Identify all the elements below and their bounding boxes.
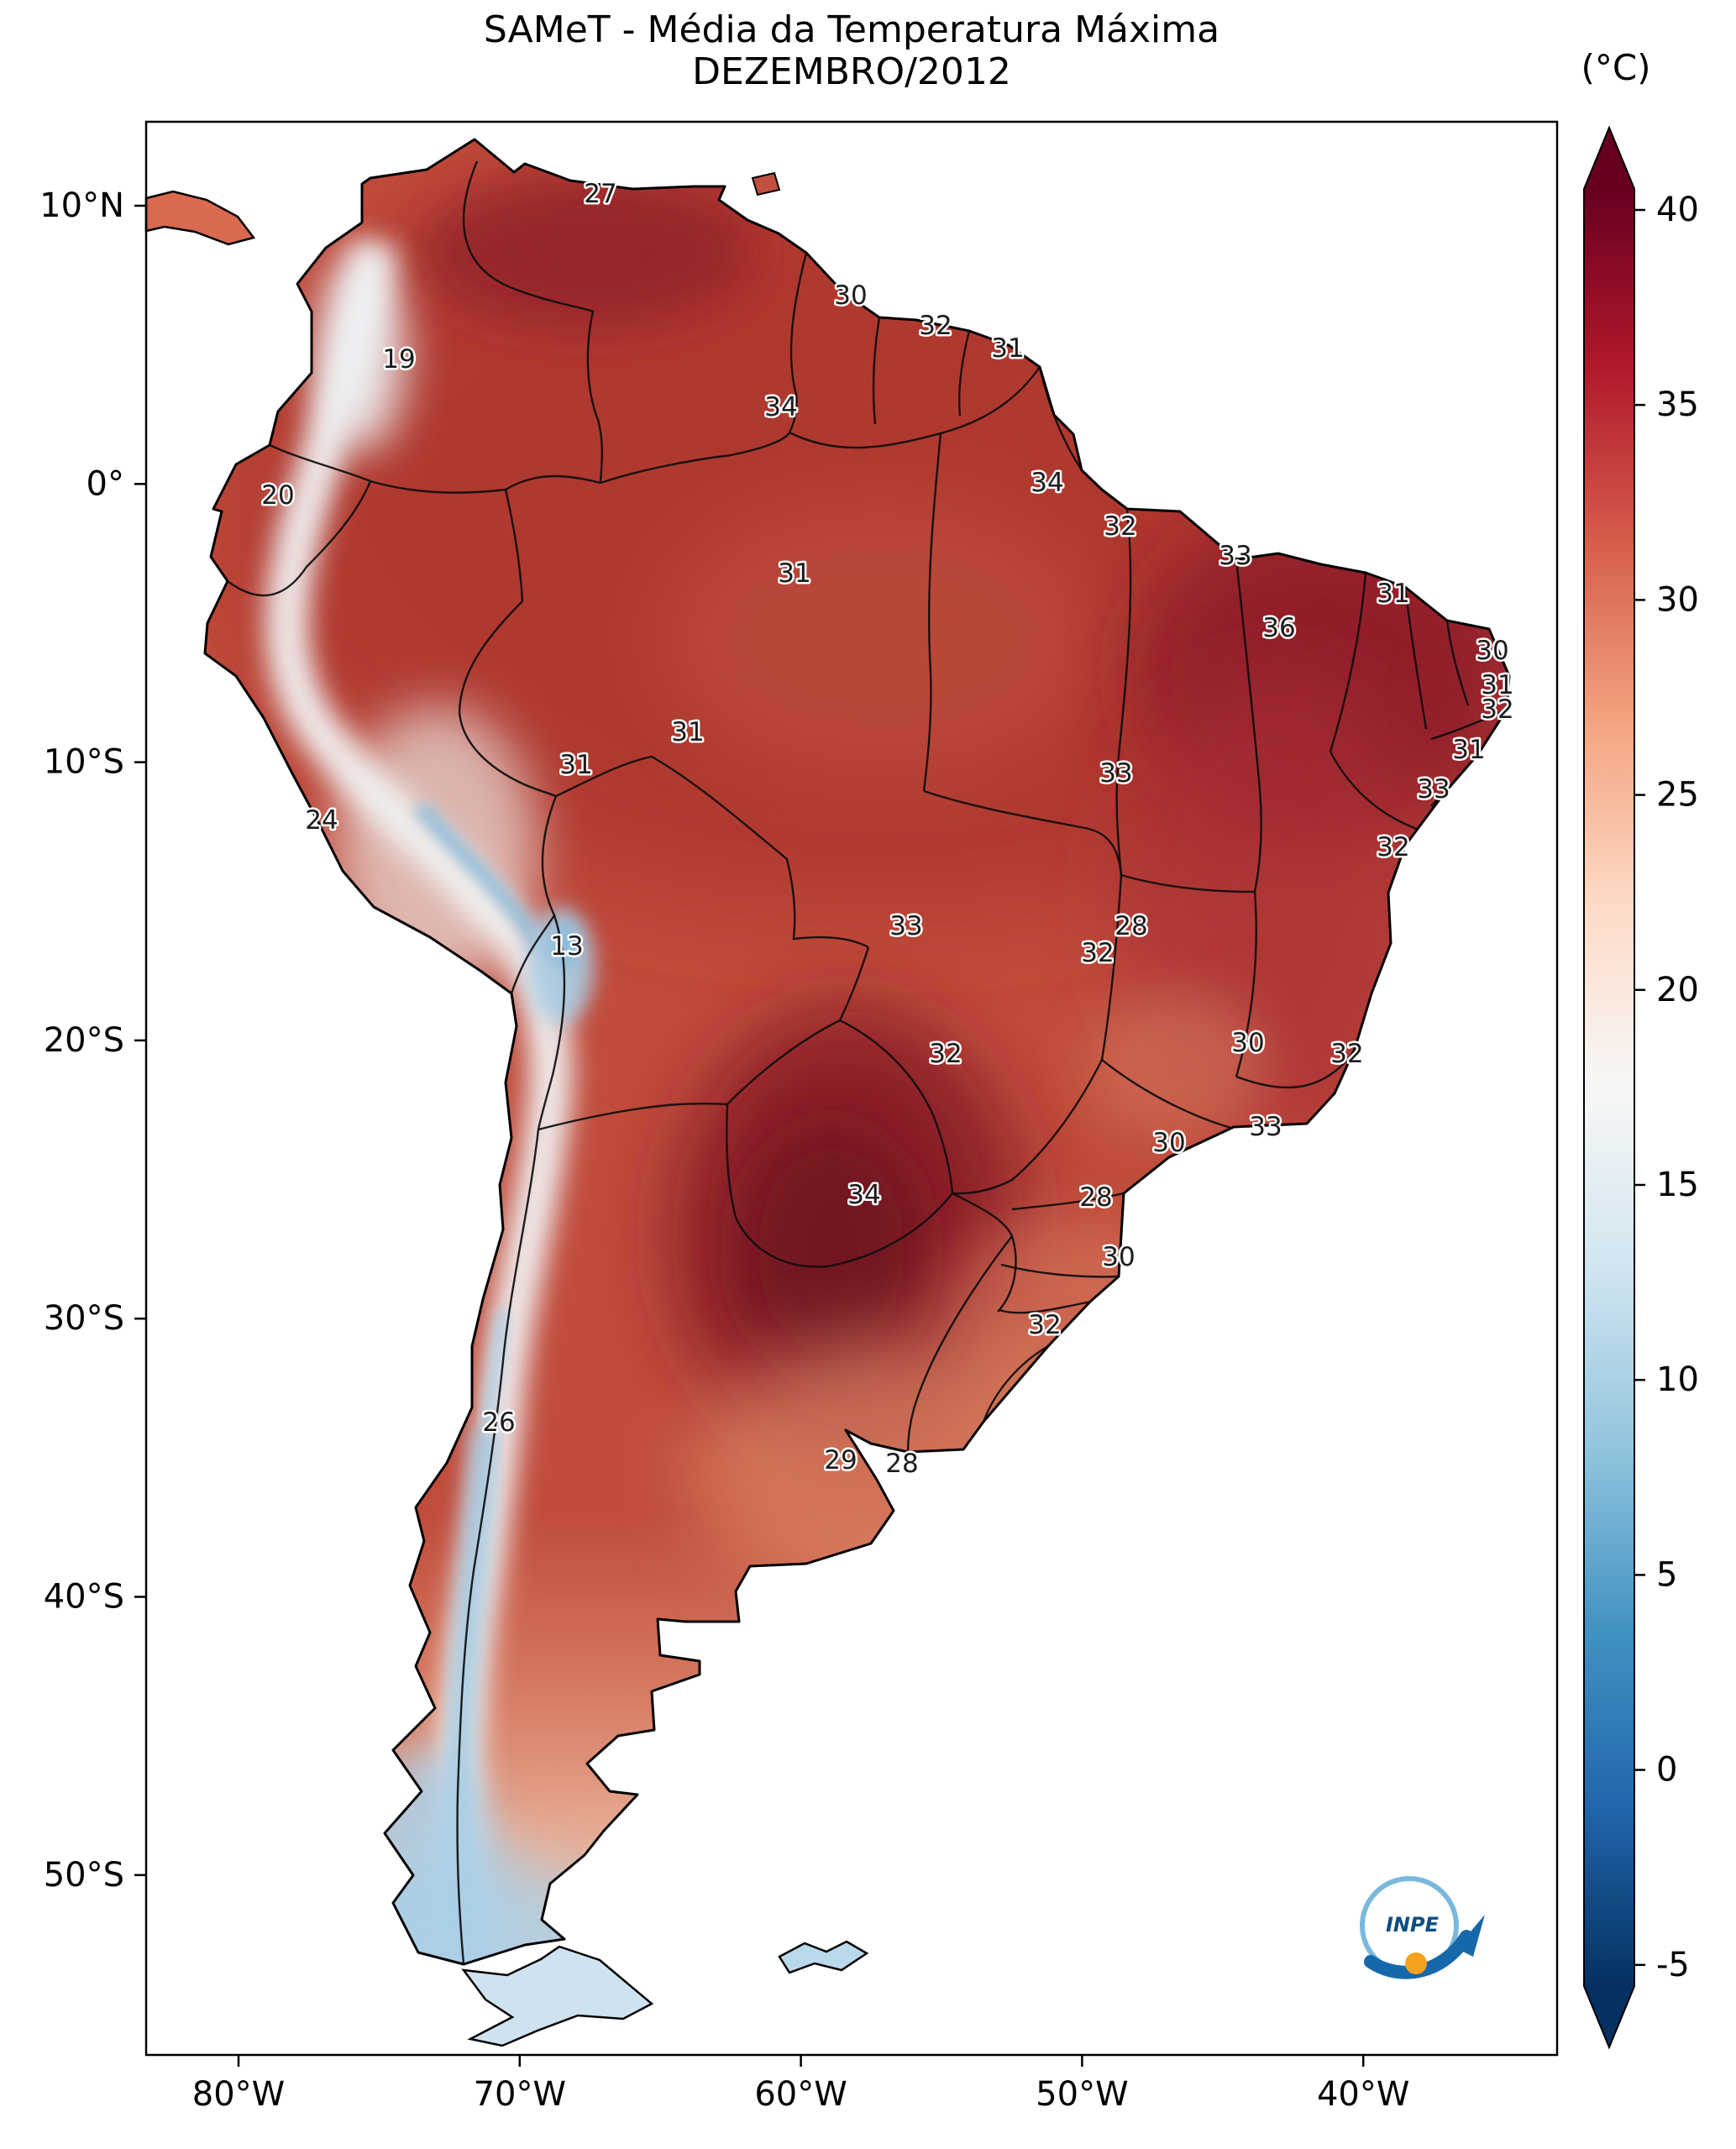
longitude-axis: 80°W 70°W 60°W 50°W 40°W — [192, 2055, 1409, 2114]
temperature-label: 29 — [824, 1445, 857, 1475]
central-america-strip — [144, 190, 256, 246]
temperature-label: 32 — [1104, 511, 1136, 542]
chart-subtitle: DEZEMBRO/2012 — [692, 50, 1011, 93]
temperature-label: 32 — [1081, 938, 1114, 968]
latitude-tick-label: 50°S — [44, 1856, 124, 1895]
longitude-tick-label: 80°W — [192, 2075, 285, 2114]
colorbar-tick-label: 0 — [1656, 1751, 1677, 1790]
temperature-label: 32 — [929, 1039, 962, 1069]
temperature-label: 28 — [885, 1449, 918, 1479]
colorbar-tick-label: 10 — [1656, 1360, 1699, 1399]
latitude-tick-label: 10°N — [39, 186, 124, 225]
latitude-tick-label: 40°S — [44, 1578, 124, 1617]
falkland-islands — [778, 1940, 869, 1974]
temperature-label: 27 — [584, 179, 616, 209]
temperature-label: 32 — [1377, 832, 1409, 862]
temperature-label: 30 — [1102, 1242, 1135, 1272]
temperature-label: 31 — [1377, 579, 1409, 609]
coastline — [203, 138, 1511, 1966]
latitude-tick-label: 30°S — [44, 1299, 124, 1338]
inpe-logo-arrowhead — [1456, 1915, 1485, 1957]
temperature-label: 36 — [1262, 613, 1295, 643]
trinidad-island — [751, 171, 781, 197]
temperature-label: 31 — [1481, 670, 1513, 700]
colorbar-tick-label: 5 — [1656, 1555, 1677, 1594]
inpe-logo-orange-dot — [1405, 1952, 1427, 1974]
colorbar-unit: (°C) — [1581, 47, 1650, 88]
latitude-tick-label: 0° — [87, 464, 124, 503]
longitude-tick-label: 40°W — [1317, 2075, 1409, 2114]
colorbar-outline — [1583, 125, 1635, 2050]
latitude-axis: 10°N 0° 10°S 20°S 30°S 40°S 50°S — [39, 186, 146, 1895]
temperature-label: 30 — [1476, 636, 1508, 666]
colorbar-ticks: 40 35 30 25 20 15 10 5 0 -5 — [1634, 191, 1699, 1984]
colorbar-tick-label: -5 — [1656, 1946, 1690, 1984]
temperature-label: 34 — [847, 1180, 880, 1210]
temperature-label: 13 — [550, 931, 583, 962]
temperature-label: 33 — [1099, 758, 1132, 789]
temperature-label: 33 — [1219, 541, 1251, 571]
temperature-label: 34 — [764, 392, 797, 422]
temperature-label: 34 — [1031, 468, 1063, 498]
colorbar-tick-label: 35 — [1656, 385, 1699, 424]
plot-frame — [144, 120, 1559, 2057]
longitude-tick-label: 50°W — [1036, 2075, 1128, 2114]
temperature-label: 24 — [305, 805, 338, 836]
tierra-del-fuego — [461, 1945, 654, 2047]
inpe-logo-text: INPE — [1386, 1913, 1440, 1937]
temperature-label: 32 — [1330, 1039, 1363, 1069]
temperature-label: 26 — [482, 1407, 515, 1438]
colorbar-top-arrow — [1584, 128, 1634, 189]
temperature-label: 19 — [382, 344, 415, 375]
temperature-label: 31 — [1452, 735, 1485, 765]
temperature-label: 31 — [778, 558, 810, 589]
latitude-tick-label: 20°S — [44, 1021, 124, 1060]
colorbar-gradient — [1584, 189, 1634, 1986]
colorbar-tick-label: 15 — [1656, 1166, 1699, 1204]
temperature-label: 32 — [919, 311, 952, 341]
longitude-tick-label: 70°W — [474, 2075, 566, 2114]
temperature-label: 20 — [261, 480, 294, 511]
temperature-label: 33 — [1249, 1112, 1282, 1142]
temperature-label: 28 — [1115, 911, 1147, 941]
temperature-label: 30 — [1152, 1128, 1185, 1158]
inpe-logo: INPE — [1360, 1876, 1485, 1979]
colorbar-tick-label: 40 — [1656, 191, 1699, 229]
temperature-label: 31 — [671, 717, 704, 747]
colorbar-tick-label: 30 — [1656, 580, 1699, 619]
chart-title: SAMeT - Média da Temperatura Máxima — [484, 8, 1219, 51]
temperature-label: 33 — [889, 911, 922, 941]
temperature-label: 28 — [1079, 1182, 1112, 1213]
temperature-label: 30 — [834, 280, 867, 311]
temperature-label: 30 — [1231, 1028, 1264, 1058]
latitude-tick-label: 10°S — [44, 743, 124, 782]
temperature-label: 32 — [1481, 694, 1513, 725]
colorbar-bottom-arrow — [1584, 1986, 1634, 2047]
temperature-label: 31 — [991, 333, 1024, 364]
colorbar: 40 35 30 25 20 15 10 5 0 -5 (°C) — [1581, 47, 1699, 2050]
temperature-label: 31 — [559, 750, 592, 780]
temperature-label: 33 — [1417, 774, 1450, 805]
colorbar-tick-label: 25 — [1656, 776, 1699, 815]
longitude-tick-label: 60°W — [754, 2075, 847, 2114]
temperature-label: 32 — [1028, 1310, 1061, 1340]
colorbar-tick-label: 20 — [1656, 971, 1699, 1009]
